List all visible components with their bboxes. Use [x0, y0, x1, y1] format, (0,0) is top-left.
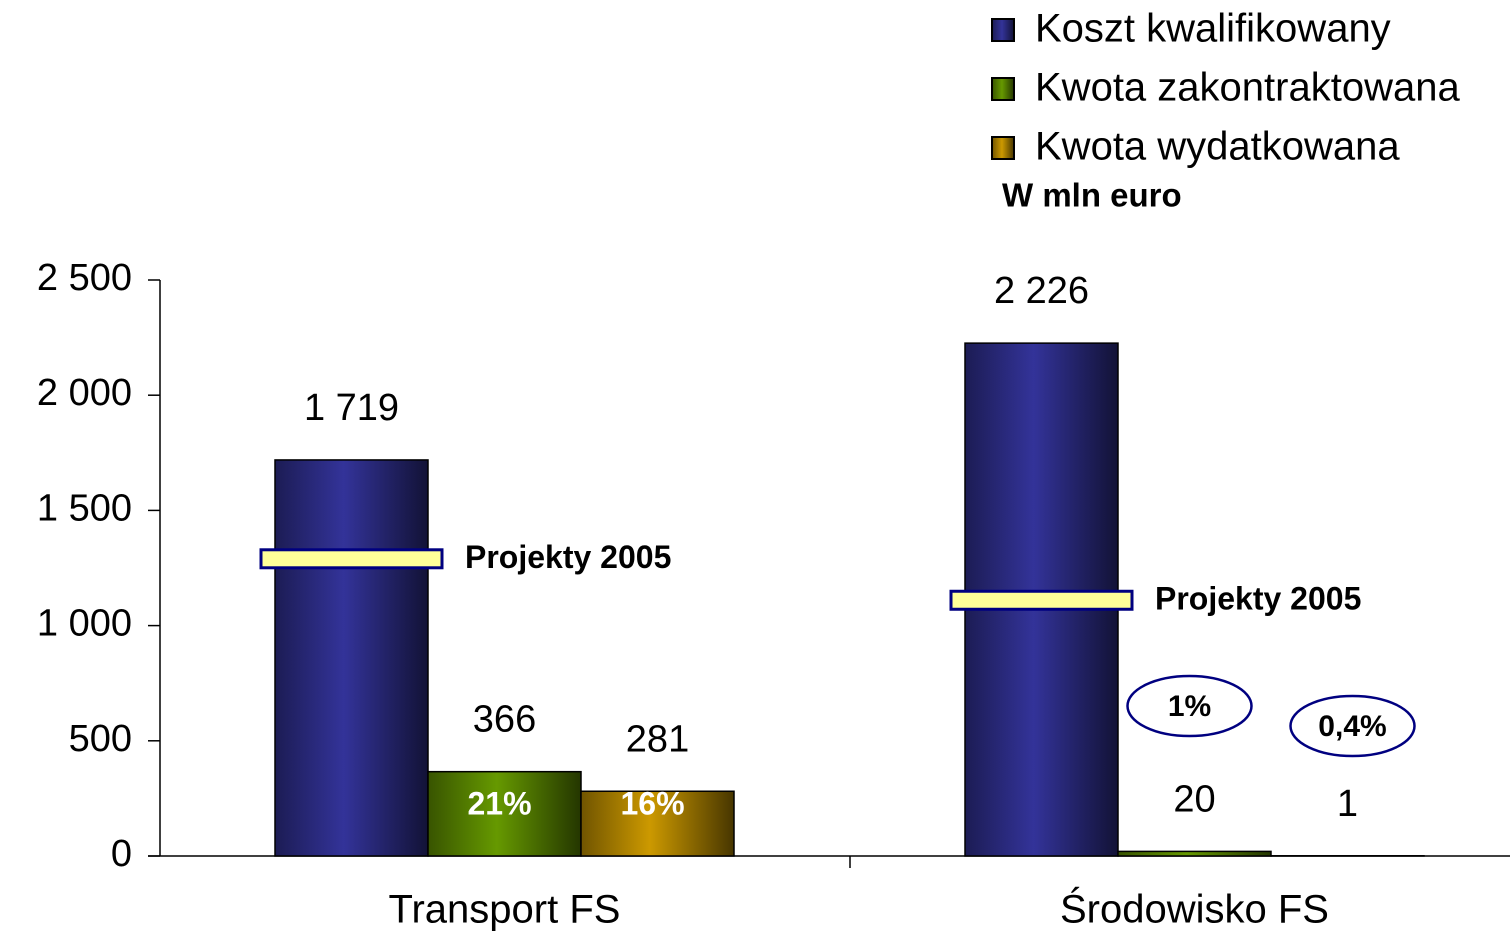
value-label: 1 719 — [304, 387, 399, 429]
value-label: 1 — [1337, 783, 1358, 825]
percent-label: 21% — [467, 785, 531, 821]
y-tick-label: 1 500 — [37, 487, 132, 529]
value-label: 2 226 — [994, 270, 1089, 312]
y-tick-label: 500 — [69, 718, 132, 760]
value-label: 366 — [473, 699, 536, 741]
percent-ellipse — [1126, 674, 1253, 738]
y-tick-label: 1 000 — [37, 603, 132, 645]
legend-swatch — [991, 77, 1015, 101]
legend-label: Kwota wydatkowana — [1035, 125, 1400, 169]
x-tick-label: Transport FS — [389, 888, 621, 932]
x-tick-label: Środowisko FS — [1060, 886, 1329, 932]
marker-label: Projekty 2005 — [1155, 581, 1361, 617]
y-tick-label: 2 000 — [37, 372, 132, 414]
bar — [580, 790, 735, 857]
project-marker — [949, 589, 1134, 611]
percent-ellipse — [1289, 694, 1416, 758]
y-tick-label: 2 500 — [37, 257, 132, 299]
percent-label: 16% — [620, 785, 684, 821]
percent-label: 1% — [1168, 690, 1211, 723]
value-label: 281 — [626, 718, 689, 760]
project-marker — [259, 548, 444, 570]
percent-label: 0,4% — [1318, 710, 1386, 743]
legend-label: Koszt kwalifikowany — [1035, 7, 1391, 51]
value-label: 20 — [1173, 778, 1215, 820]
legend-swatch — [991, 18, 1015, 42]
legend-label: Kwota zakontraktowana — [1035, 66, 1460, 110]
y-tick-label: 0 — [111, 833, 132, 875]
subtitle: W mln euro — [1002, 177, 1182, 214]
marker-label: Projekty 2005 — [465, 539, 671, 575]
bar — [274, 459, 429, 857]
bar — [1117, 850, 1272, 857]
legend-swatch — [991, 136, 1015, 160]
